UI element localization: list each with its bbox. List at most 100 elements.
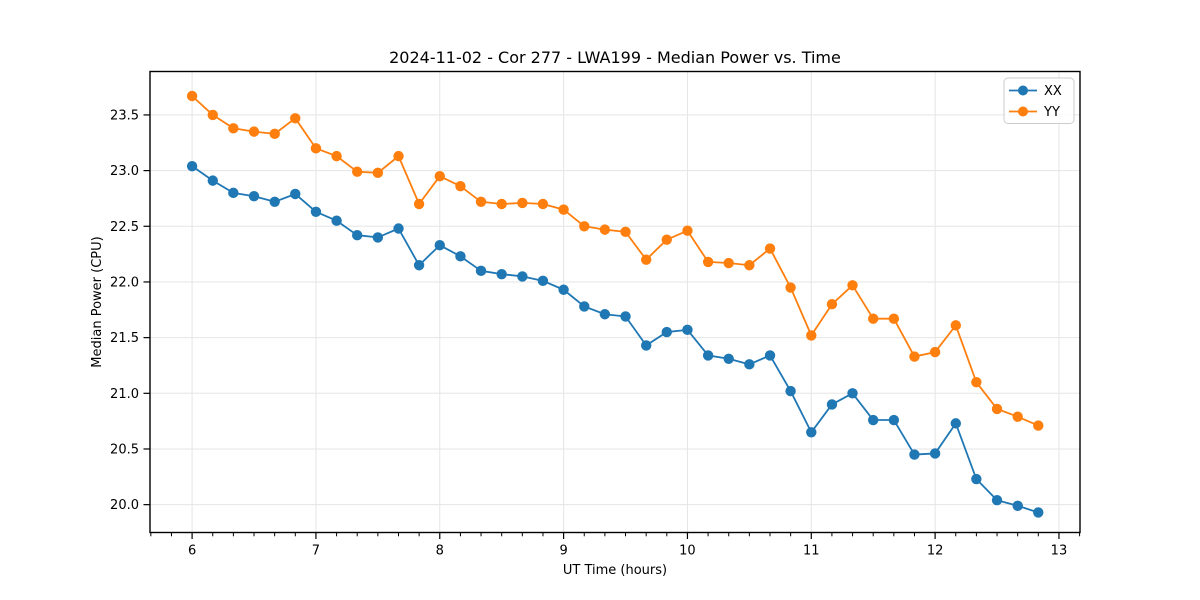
y-tick-label: 20.0: [110, 498, 139, 513]
legend: XX YY: [1003, 77, 1075, 124]
y-tick-label: 22.0: [110, 275, 139, 290]
legend-marker-sample: [1018, 106, 1028, 117]
data-point: [599, 224, 611, 235]
data-point: [537, 275, 549, 287]
y-tick-label: 21.0: [110, 387, 139, 402]
data-point: [847, 388, 858, 399]
data-point: [867, 313, 879, 324]
data-point: [186, 90, 198, 102]
plot-border: [149, 70, 1081, 534]
y-tick-label: 20.5: [110, 442, 139, 457]
data-point: [702, 256, 714, 268]
data-point: [950, 418, 961, 429]
data-point: [1012, 411, 1023, 422]
data-point: [1012, 500, 1023, 511]
data-point: [310, 143, 322, 154]
data-point: [847, 280, 858, 291]
data-point: [929, 448, 941, 459]
data-point: [558, 204, 569, 215]
data-point: [950, 320, 961, 331]
gridlines: [150, 71, 1080, 533]
data-point: [393, 223, 404, 234]
data-point: [475, 196, 487, 207]
data-point: [909, 449, 920, 460]
data-point: [496, 198, 507, 210]
data-point: [826, 399, 838, 410]
data-point: [579, 301, 590, 312]
data-point: [351, 229, 363, 241]
data-point: [372, 167, 384, 179]
legend-entry-xx: XX: [1009, 84, 1062, 99]
x-tick-label: 6: [188, 544, 196, 559]
data-point: [310, 206, 322, 218]
data-point: [909, 351, 920, 362]
y-axis-label: Median Power (CPU): [90, 236, 105, 367]
y-tick-label: 22.5: [110, 220, 139, 235]
x-axis-label: UT Time (hours): [563, 563, 667, 578]
data-point: [455, 251, 466, 262]
data-point: [413, 198, 425, 210]
data-point: [269, 196, 280, 207]
data-point: [517, 271, 528, 282]
data-point: [620, 226, 631, 238]
data-point: [991, 495, 1003, 506]
data-point: [971, 376, 982, 388]
series-xx: [186, 160, 1044, 518]
data-point: [971, 473, 982, 485]
data-point: [248, 126, 260, 137]
data-point: [413, 260, 425, 271]
data-point: [537, 198, 549, 210]
chart-title: 2024-11-02 - Cor 277 - LWA199 - Median P…: [389, 48, 841, 67]
y-tick-label: 23.5: [110, 108, 139, 123]
data-point: [682, 225, 693, 236]
x-tick-label: 9: [559, 544, 567, 559]
legend-label: XX: [1044, 84, 1062, 99]
data-point: [248, 191, 260, 202]
data-point: [269, 128, 280, 140]
data-point: [744, 260, 755, 271]
data-point: [207, 175, 218, 186]
data-point: [764, 350, 776, 361]
data-point: [579, 221, 590, 232]
data-point: [785, 282, 796, 293]
x-tick-label: 7: [312, 544, 320, 559]
data-point: [228, 123, 239, 134]
data-point: [702, 350, 714, 361]
data-point: [641, 254, 652, 265]
x-tick-label: 12: [927, 544, 944, 559]
data-point: [661, 326, 672, 338]
legend-box: [1003, 77, 1075, 124]
y-tick-label: 23.0: [110, 164, 139, 179]
data-point: [496, 268, 507, 280]
data-point: [641, 340, 652, 351]
data-point: [888, 414, 900, 426]
data-point: [682, 324, 693, 336]
data-point: [929, 346, 941, 358]
data-point: [806, 427, 817, 438]
data-point: [455, 180, 466, 192]
data-point: [723, 353, 734, 364]
data-point: [785, 385, 796, 397]
series-layer: [186, 90, 1044, 518]
data-point: [806, 330, 817, 341]
x-tick-label: 11: [803, 544, 820, 559]
data-point: [207, 109, 218, 121]
data-point: [991, 403, 1003, 415]
legend-marker-sample: [1018, 85, 1028, 96]
legend-label: YY: [1043, 105, 1060, 120]
data-point: [434, 170, 445, 182]
legend-entry-yy: YY: [1009, 105, 1060, 120]
x-tick-label: 8: [436, 544, 444, 559]
data-point: [1033, 507, 1044, 518]
series-yy: [186, 90, 1044, 431]
data-point: [888, 313, 900, 324]
data-point: [331, 215, 342, 226]
data-point: [558, 284, 569, 295]
data-point: [331, 150, 342, 162]
data-point: [393, 150, 404, 162]
data-point: [620, 311, 631, 322]
x-tick-label: 13: [1051, 544, 1068, 559]
data-point: [723, 257, 734, 269]
